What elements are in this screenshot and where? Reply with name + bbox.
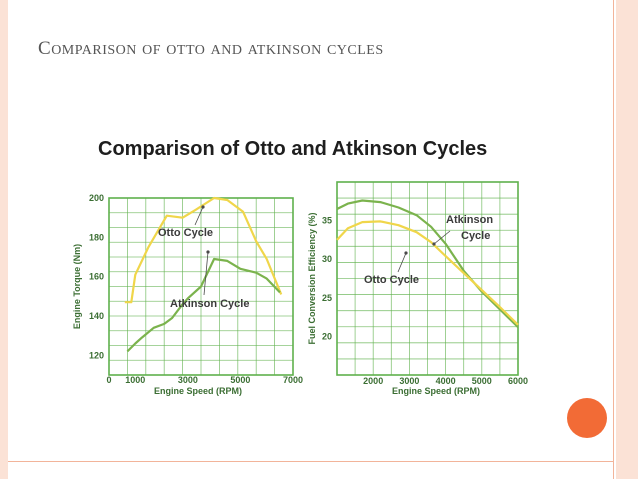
figure-title: Comparison of Otto and Atkinson Cycles [98, 138, 488, 160]
chart1-x-axis-label: Engine Speed (RPM) [154, 386, 242, 396]
chart1-annotation: Otto Cycle [158, 227, 213, 239]
chart2-x-tick-label: 4000 [436, 376, 456, 386]
chart2-annotation: Otto Cycle [364, 274, 419, 286]
chart2-y-tick-label: 20 [322, 331, 332, 341]
chart1-y-tick-label: 120 [89, 350, 104, 360]
chart1-y-tick-label: 180 [89, 232, 104, 242]
chart2-annotation: Cycle [461, 230, 490, 242]
chart1-annotation: Atkinson Cycle [170, 298, 249, 310]
chart1-annotation-pointer-head [206, 250, 210, 254]
chart2-x-tick-label: 2000 [363, 376, 383, 386]
chart2-y-tick-label: 25 [322, 293, 332, 303]
chart2-annotation: Atkinson [446, 214, 493, 226]
chart2-otto-cycle-line [336, 220, 519, 326]
slide-title: COMPARISON OF OTTO AND ATKINSON CYCLES [38, 38, 384, 60]
right-border-line [613, 0, 614, 479]
chart2-annotation-pointer-head [432, 242, 436, 246]
chart2-y-axis-label: Fuel Conversion Efficiency (%) [307, 212, 317, 344]
chart1-y-tick-label: 160 [89, 272, 104, 282]
chart2-annotation-pointer [433, 230, 451, 245]
chart2-x-tick-label: 6000 [508, 376, 528, 386]
chart2-x-axis-label: Engine Speed (RPM) [392, 386, 480, 396]
chart1-x-tick-label: 0 [106, 375, 111, 385]
right-decorative-band [616, 0, 638, 479]
chart2-plot-frame [336, 181, 519, 376]
chart2-x-tick-label: 5000 [472, 376, 492, 386]
chart2-y-tick-label: 30 [322, 254, 332, 264]
chart1-x-tick-label: 7000 [283, 375, 303, 385]
bottom-border-line [8, 461, 613, 462]
chart1-x-tick-label: 3000 [178, 375, 198, 385]
chart1-plot-frame [108, 197, 294, 376]
chart2-annotation-pointer [397, 252, 407, 273]
figure-image: Comparison of Otto and Atkinson Cycles 1… [66, 120, 556, 410]
chart1-y-axis-label: Engine Torque (Nm) [72, 244, 82, 329]
chart1-x-tick-label: 1000 [125, 375, 145, 385]
chart2-atkinson-cycle-line [336, 199, 519, 328]
chart1-annotation-pointer [203, 251, 209, 296]
chart1-y-tick-label: 200 [89, 193, 104, 203]
chart2-annotation-pointer-head [404, 251, 408, 255]
chart2-x-tick-label: 3000 [399, 376, 419, 386]
slide-title-text: COMPARISON OF OTTO AND ATKINSON CYCLES [38, 38, 384, 59]
orange-circle-decoration [567, 398, 607, 438]
chart2-y-tick-label: 35 [322, 216, 332, 226]
chart1-y-tick-label: 140 [89, 311, 104, 321]
left-decorative-bar [0, 0, 8, 479]
chart1-annotation-pointer [194, 206, 204, 226]
chart1-x-tick-label: 5000 [230, 375, 250, 385]
chart1-annotation-pointer-head [201, 205, 205, 209]
chart1-otto-cycle-line [124, 196, 283, 304]
chart1-atkinson-cycle-line [126, 257, 281, 353]
